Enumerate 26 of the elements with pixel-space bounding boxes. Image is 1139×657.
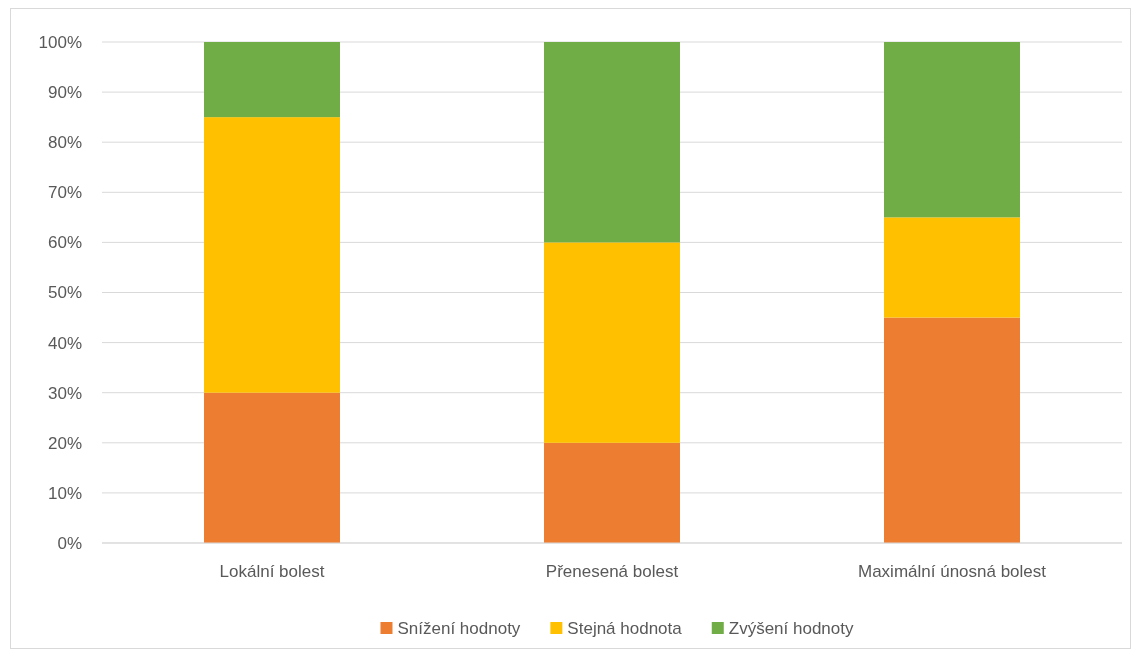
legend-label: Stejná hodnota: [567, 619, 683, 638]
y-tick-label: 50%: [47, 283, 82, 303]
x-tick-label: Přenesená bolest: [545, 562, 679, 582]
legend-label: Zvýšení hodnoty: [728, 619, 854, 638]
y-tick-label: 30%: [47, 383, 82, 403]
y-tick-label: 0%: [57, 533, 82, 553]
bar: [204, 117, 340, 393]
x-tick-label: Maximální únosná bolest: [857, 562, 1047, 582]
y-tick-label: 20%: [47, 433, 82, 453]
x-tick-label: Lokální bolest: [219, 562, 325, 582]
bar: [544, 442, 680, 543]
y-tick-label: 90%: [47, 83, 82, 103]
bar: [544, 42, 680, 243]
y-tick-label: 80%: [47, 133, 82, 153]
y-tick-label: 70%: [47, 183, 82, 203]
bar: [204, 392, 340, 543]
bar: [204, 42, 340, 118]
bar: [884, 317, 1020, 543]
y-tick-label: 40%: [47, 333, 82, 353]
bar: [544, 242, 680, 443]
bar: [884, 217, 1020, 318]
y-tick-label: 100%: [38, 32, 82, 52]
bar: [884, 42, 1020, 218]
y-tick-label: 60%: [47, 233, 82, 253]
legend-label: Snížení hodnoty: [397, 619, 521, 638]
y-tick-label: 10%: [47, 483, 82, 503]
